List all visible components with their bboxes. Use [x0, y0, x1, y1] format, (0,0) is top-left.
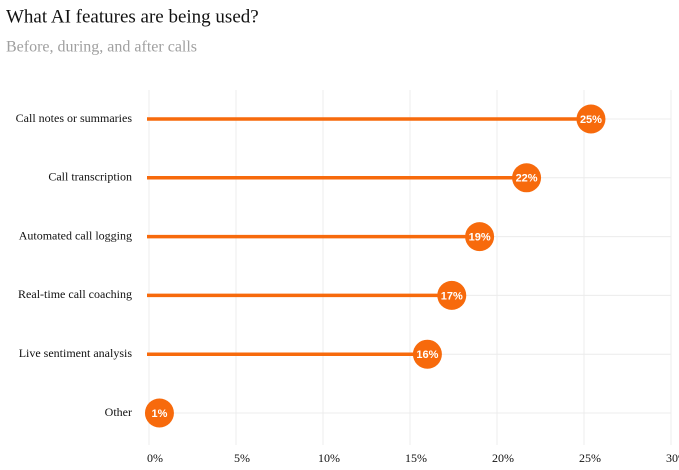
x-tick-label: 5% [234, 451, 250, 465]
chart-subtitle: Before, during, and after calls [6, 39, 197, 56]
y-tick-label: Live sentiment analysis [19, 346, 133, 360]
y-tick-label: Call notes or summaries [16, 111, 133, 125]
value-label: 17% [441, 290, 463, 302]
x-tick-label: 30% [666, 451, 679, 465]
y-tick-label: Other [105, 405, 132, 419]
x-tick-label: 20% [492, 451, 514, 465]
value-label: 22% [516, 173, 538, 185]
dot [412, 339, 442, 369]
dot [576, 104, 606, 134]
value-label: 25% [580, 114, 602, 126]
value-label: 19% [469, 232, 491, 244]
y-tick-label: Real-time call coaching [18, 287, 132, 301]
dot [144, 398, 174, 428]
y-tick-label: Automated call logging [19, 228, 132, 242]
dot [437, 280, 467, 310]
value-label: 1% [151, 408, 167, 420]
dot [465, 222, 495, 252]
x-tick-label: 15% [405, 451, 427, 465]
x-tick-label: 0% [147, 451, 163, 465]
value-label: 16% [416, 349, 438, 361]
chart-title: What AI features are being used? [6, 6, 259, 27]
dot [512, 163, 542, 193]
y-tick-label: Call transcription [48, 170, 132, 184]
x-tick-label: 25% [579, 451, 601, 465]
x-tick-label: 10% [318, 451, 340, 465]
